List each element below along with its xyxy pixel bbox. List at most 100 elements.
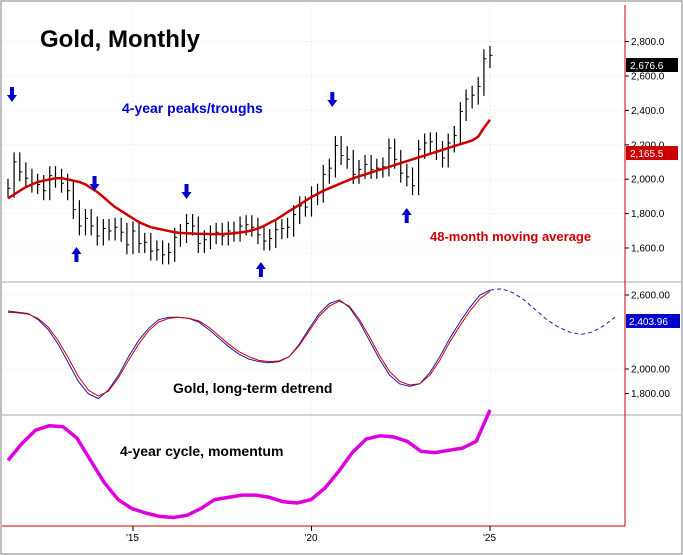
trough-arrow-head — [401, 208, 412, 215]
price-bar — [37, 173, 41, 194]
price-bar — [406, 163, 410, 187]
peak-arrow-shaft — [92, 176, 97, 185]
trough-arrow — [71, 247, 82, 262]
price-bar — [453, 125, 457, 153]
detrend-flag — [626, 314, 680, 328]
price-bar — [96, 216, 100, 246]
peak-arrow — [6, 87, 17, 102]
x-tick-label: '15 — [126, 533, 139, 544]
price-bar — [269, 229, 273, 251]
price-y-tick-label: 1,800.0 — [631, 209, 665, 220]
price-bar — [328, 158, 332, 184]
moving-average-line — [7, 118, 492, 236]
price-bar — [191, 213, 196, 236]
annotation-peaks-troughs: 4-year peaks/troughs — [122, 100, 263, 116]
peak-arrow-shaft — [9, 87, 14, 96]
peak-arrow-head — [6, 95, 17, 102]
price-bar — [489, 45, 493, 69]
price-bar — [126, 222, 130, 255]
price-y-tick-label: 1,600.0 — [631, 244, 665, 255]
price-bar — [25, 162, 29, 188]
peak-arrow-head — [89, 184, 100, 191]
price-bar — [370, 154, 374, 179]
price-bar — [483, 49, 487, 96]
price-bar — [376, 158, 380, 179]
annotation-moving-average: 48-month moving average — [430, 229, 591, 244]
price-y-tick-label: 2,000.0 — [631, 175, 665, 186]
price-bar — [114, 217, 118, 241]
price-bars — [7, 45, 493, 265]
cycle-arrows — [6, 87, 412, 277]
detrend-slow-line — [7, 290, 491, 397]
detrend-y-tick-label: 2,000.00 — [631, 365, 670, 376]
price-bar — [447, 133, 451, 168]
peak-arrow — [181, 184, 192, 199]
gridlines — [2, 5, 625, 526]
peak-arrow-head — [327, 100, 338, 107]
price-bar — [299, 196, 303, 225]
price-bar — [161, 240, 166, 265]
price-bar — [275, 220, 279, 248]
price-bar — [334, 136, 338, 178]
price-bar — [90, 208, 94, 236]
price-bar — [459, 102, 463, 145]
price-bar — [138, 221, 142, 254]
price-bar — [346, 146, 350, 169]
price-bar — [150, 232, 154, 261]
detrend-y-tick-label: 2,600.00 — [631, 291, 670, 302]
price-bar — [251, 215, 255, 237]
price-bar — [19, 152, 23, 182]
price-bar — [471, 85, 475, 109]
price-bar — [281, 219, 285, 240]
chart-title: Gold, Monthly — [40, 26, 201, 53]
price-bar — [185, 213, 190, 243]
last-price-flag — [626, 58, 678, 72]
price-bar — [263, 225, 267, 251]
price-bar — [7, 178, 11, 198]
momentum-series-line — [6, 409, 492, 520]
price-y-tick-label: 2,600.0 — [631, 72, 665, 83]
price-bar — [43, 175, 47, 201]
trough-arrow — [255, 262, 266, 277]
price-bar — [132, 221, 136, 255]
price-bar — [388, 138, 392, 177]
price-bar — [286, 217, 291, 238]
price-bar — [429, 132, 433, 153]
price-bar — [156, 240, 160, 261]
x-axis-ticks: '15 '20 '25 — [126, 526, 496, 544]
trough-arrow — [401, 208, 412, 223]
price-bar — [120, 217, 124, 242]
price-bar — [477, 76, 481, 105]
detrend-y-tick-label: 1,800.00 — [631, 389, 670, 400]
price-bar — [13, 152, 17, 198]
price-bar — [239, 216, 243, 242]
detrend-value-label: 2,403.96 — [629, 317, 668, 328]
x-tick-label: '25 — [483, 533, 496, 544]
price-bar — [78, 200, 82, 236]
price-bar — [465, 89, 469, 122]
price-bar — [400, 149, 404, 183]
price-bar — [411, 167, 416, 196]
moving-average-flag — [626, 146, 678, 160]
last-price-label: 2,676.6 — [630, 61, 664, 72]
peak-arrow-shaft — [330, 92, 335, 101]
price-bar — [102, 219, 106, 246]
trough-arrow-shaft — [404, 214, 409, 223]
trough-arrow-head — [255, 262, 266, 269]
price-y-tick-label: 2,200.0 — [631, 140, 665, 151]
trough-arrow-shaft — [74, 253, 79, 262]
peak-arrow — [89, 176, 100, 191]
price-y-tick-label: 2,400.0 — [631, 106, 665, 117]
detrend-lines — [7, 288, 616, 400]
peak-arrow-head — [181, 192, 192, 199]
price-bar — [441, 141, 446, 168]
price-y-tick-label: 2,800.0 — [631, 37, 665, 48]
price-bar — [49, 166, 53, 201]
peak-arrow — [327, 92, 338, 107]
price-bar — [144, 232, 148, 254]
price-bar — [417, 139, 422, 196]
price-bar — [340, 136, 344, 166]
peak-arrow-shaft — [184, 184, 189, 193]
